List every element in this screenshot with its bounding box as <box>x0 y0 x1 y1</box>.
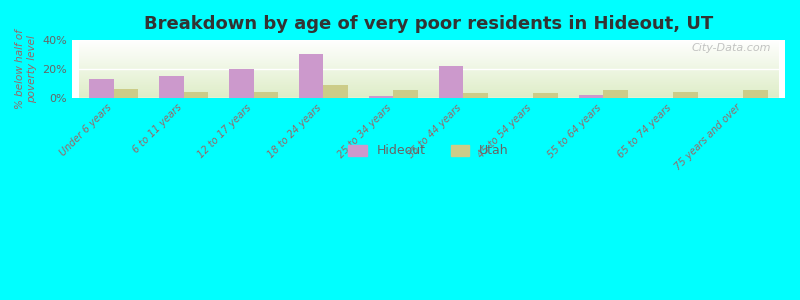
Bar <box>603 90 628 98</box>
Legend: Hideout, Utah: Hideout, Utah <box>343 140 514 162</box>
Bar <box>463 93 488 98</box>
Bar <box>229 69 254 98</box>
Bar <box>369 96 394 98</box>
Bar <box>184 92 208 98</box>
Bar <box>743 90 767 98</box>
Bar <box>578 95 603 98</box>
Y-axis label: % below half of
poverty level: % below half of poverty level <box>15 29 37 109</box>
Bar <box>159 76 184 98</box>
Text: City-Data.com: City-Data.com <box>691 43 770 53</box>
Bar <box>534 93 558 98</box>
Bar <box>114 89 138 98</box>
Bar <box>323 85 348 98</box>
Bar <box>299 55 323 98</box>
Bar <box>254 92 278 98</box>
Bar <box>673 92 698 98</box>
Title: Breakdown by age of very poor residents in Hideout, UT: Breakdown by age of very poor residents … <box>144 15 713 33</box>
Bar <box>90 79 114 98</box>
Bar <box>439 66 463 98</box>
Bar <box>394 90 418 98</box>
